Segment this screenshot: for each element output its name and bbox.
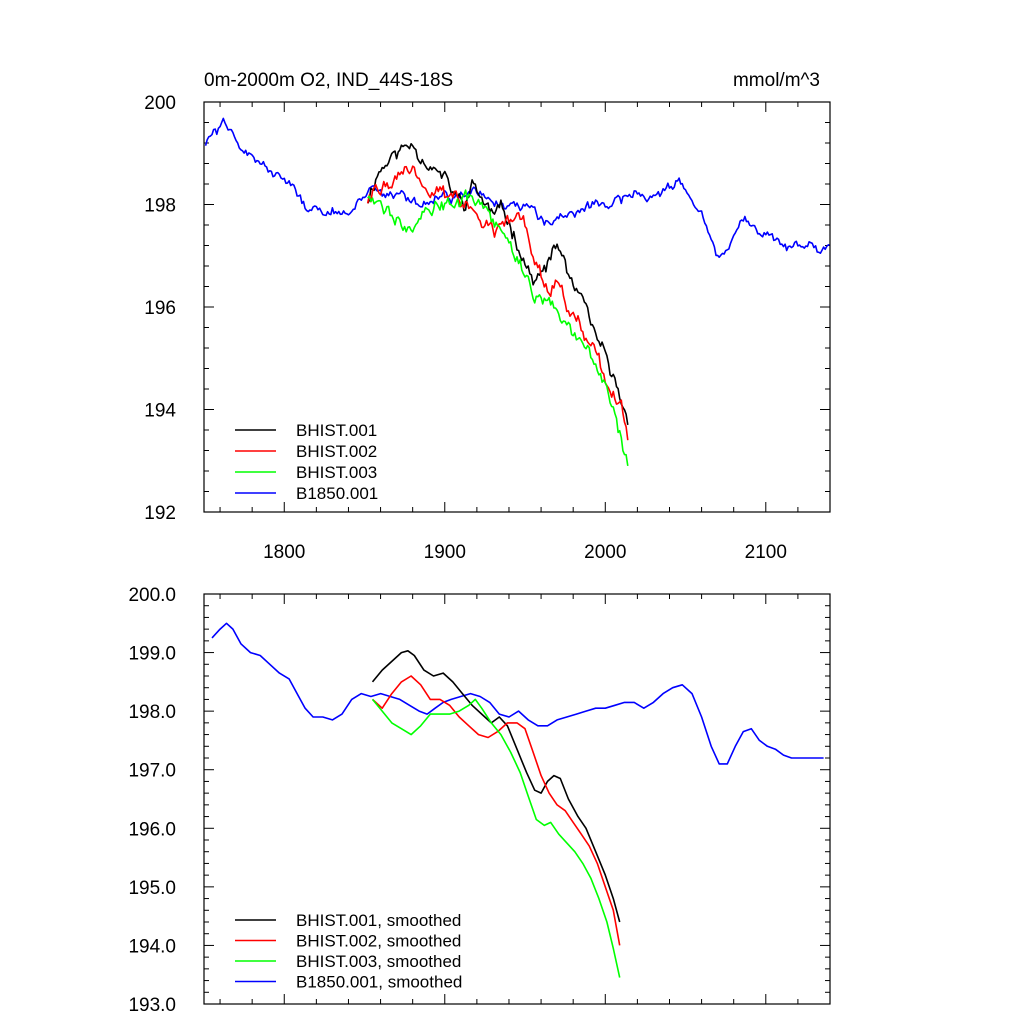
top-panel-legend: BHIST.001 BHIST.002 BHIST.003 B1850.001 [235, 421, 378, 503]
x-tick-label: 1800 [263, 542, 305, 563]
series-line-b1850-001-smoothed [211, 622, 824, 765]
bottom-panel: 193.0 194.0 195.0 196.0 197.0 198.0 199.0 200.0… [128, 585, 831, 1016]
series-line-bhist-003-smoothed [371, 698, 621, 978]
bottom-panel-ticks: 193.0 194.0 195.0 196.0 197.0 198.0 199.0 200.0 [128, 585, 831, 1016]
bottom-panel-frame [203, 593, 831, 1005]
legend-label: BHIST.003, smoothed [296, 952, 461, 971]
legend-label: BHIST.003 [296, 463, 377, 482]
series-line-bhist-003 [367, 189, 629, 467]
bottom-panel-series [211, 622, 824, 978]
top-panel-series [204, 117, 831, 467]
x-tick-label: 1900 [424, 542, 466, 563]
series-line-bhist-002-smoothed [371, 675, 621, 946]
series-line-b1850-001 [204, 117, 831, 258]
top-panel-ticks: 1800 1900 2000 2100 192 194 196 198 200 [144, 93, 831, 563]
y-tick-label: 198 [144, 196, 176, 217]
legend-label: BHIST.002, smoothed [296, 932, 461, 951]
legend-label: BHIST.001 [296, 421, 377, 440]
y-tick-label: 200.0 [128, 585, 176, 606]
y-tick-label: 194.0 [128, 936, 176, 957]
x-tick-label: 2000 [584, 542, 626, 563]
y-tick-label: 195.0 [128, 878, 176, 899]
legend-label: B1850.001 [296, 484, 378, 503]
y-tick-label: 196 [144, 298, 176, 319]
top-panel-title: 0m-2000m O2, IND_44S-18S [204, 70, 453, 91]
y-tick-label: 193.0 [128, 995, 176, 1016]
y-tick-label: 200 [144, 93, 176, 114]
y-tick-label: 197.0 [128, 761, 176, 782]
series-line-bhist-001-smoothed [371, 650, 621, 923]
y-tick-label: 192 [144, 503, 176, 524]
series-line-bhist-001 [367, 143, 629, 426]
legend-label: B1850.001, smoothed [296, 973, 462, 992]
top-panel: 0m-2000m O2, IND_44S-18S mmol/m^3 1800 19… [144, 70, 831, 563]
y-tick-label: 196.0 [128, 819, 176, 840]
y-tick-label: 194 [144, 401, 176, 422]
legend-label: BHIST.001, smoothed [296, 911, 461, 930]
top-panel-units: mmol/m^3 [733, 70, 820, 91]
y-tick-label: 199.0 [128, 644, 176, 665]
x-tick-label: 2100 [745, 542, 787, 563]
bottom-panel-legend: BHIST.001, smoothed BHIST.002, smoothedBH… [235, 911, 462, 992]
legend-label: BHIST.002 [296, 442, 377, 461]
top-panel-frame [203, 101, 831, 513]
y-tick-label: 198.0 [128, 702, 176, 723]
